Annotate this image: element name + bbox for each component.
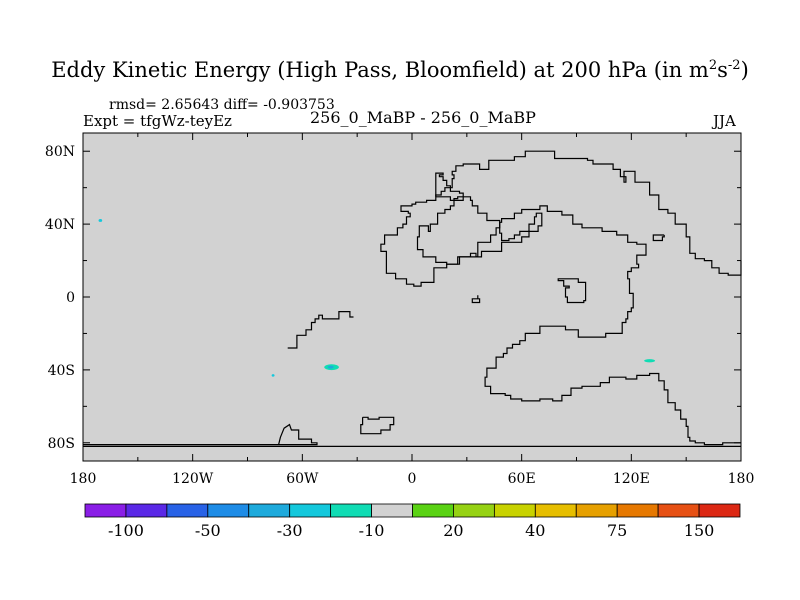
field-background bbox=[83, 133, 741, 461]
y-tick-label: 0 bbox=[66, 290, 75, 306]
y-tick-label: 40N bbox=[45, 217, 75, 233]
colorbar-swatch bbox=[453, 503, 495, 518]
colorbar-swatch bbox=[248, 503, 291, 518]
colorbar-label: 20 bbox=[443, 521, 463, 540]
coastline bbox=[557, 278, 587, 304]
colorbar-swatch bbox=[166, 503, 209, 518]
x-tick-label: 180 bbox=[728, 471, 755, 487]
coastline bbox=[471, 295, 481, 304]
season-label: JJA bbox=[713, 112, 736, 130]
field-blob bbox=[271, 374, 275, 377]
colorbar-swatch bbox=[289, 503, 332, 518]
colorbar-swatch bbox=[698, 503, 741, 518]
colorbar-swatch bbox=[371, 503, 413, 518]
x-tick-label: 60W bbox=[286, 471, 319, 487]
coastline bbox=[652, 234, 665, 242]
colorbar-swatch bbox=[616, 503, 659, 518]
x-tick-label: 180 bbox=[70, 471, 97, 487]
colorbar-swatch bbox=[534, 503, 577, 518]
chart-title: Eddy Kinetic Energy (High Pass, Bloomfie… bbox=[51, 58, 749, 82]
y-tick-label: 80S bbox=[48, 436, 75, 452]
colorbar-swatch bbox=[125, 503, 168, 518]
colorbar-swatch bbox=[84, 503, 127, 518]
comparison-label: 256_0_MaBP - 256_0_MaBP bbox=[310, 108, 536, 127]
field-blob bbox=[327, 365, 334, 369]
x-tick-label: 60E bbox=[508, 471, 536, 487]
colorbar-label: -10 bbox=[359, 521, 385, 540]
colorbar-label: -100 bbox=[108, 521, 144, 540]
colorbar-label: -30 bbox=[277, 521, 303, 540]
colorbar-swatch bbox=[575, 503, 618, 518]
coastline bbox=[416, 172, 543, 265]
stats-rmsd-diff: rmsd= 2.65643 diff= -0.903753 bbox=[109, 97, 335, 113]
coastline bbox=[287, 311, 354, 349]
experiment-label: Expt = tfgWz-teyEz bbox=[83, 112, 232, 130]
colorbar-swatch bbox=[330, 503, 372, 518]
colorbar-label: 150 bbox=[684, 521, 715, 540]
colorbar-label: -50 bbox=[195, 521, 221, 540]
y-tick-label: 40S bbox=[48, 363, 75, 379]
field-blob bbox=[98, 219, 103, 222]
colorbar-swatch bbox=[207, 503, 250, 518]
coastline bbox=[360, 416, 395, 435]
field-blob bbox=[644, 359, 656, 363]
colorbar-label: 40 bbox=[525, 521, 545, 540]
coastline bbox=[83, 423, 318, 446]
colorbar-swatch bbox=[657, 503, 700, 518]
coastline bbox=[380, 150, 742, 446]
x-tick-label: 120E bbox=[613, 471, 650, 487]
colorbar-swatch bbox=[493, 503, 536, 518]
colorbar-label: 75 bbox=[607, 521, 627, 540]
x-tick-label: 0 bbox=[408, 471, 417, 487]
y-tick-label: 80N bbox=[45, 144, 75, 160]
x-tick-label: 120W bbox=[172, 471, 214, 487]
colorbar-swatch bbox=[412, 503, 454, 518]
